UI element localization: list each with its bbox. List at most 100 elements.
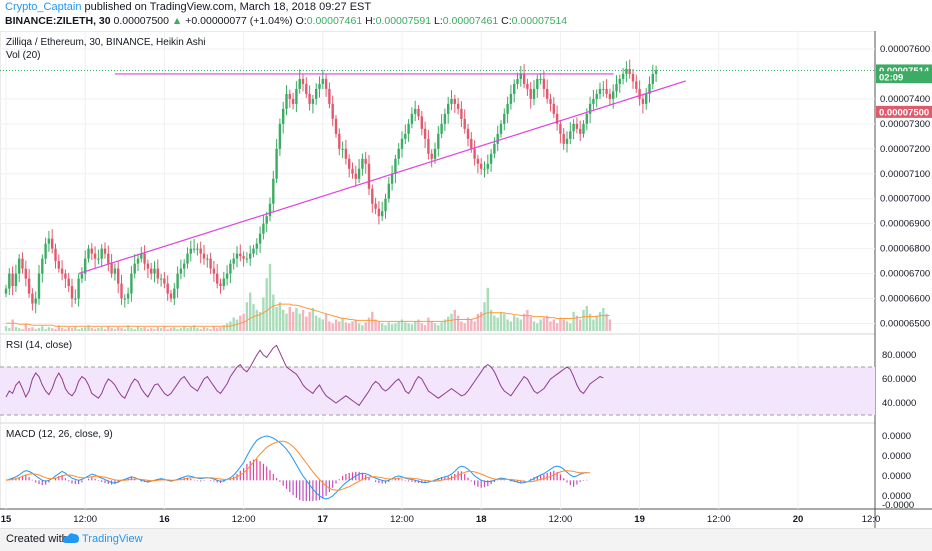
candle-body <box>84 258 87 274</box>
volume-bar <box>212 326 216 331</box>
volume-bar <box>295 307 298 331</box>
volume-bar <box>414 321 417 331</box>
volume-bar <box>136 326 140 331</box>
volume-bar <box>390 324 394 331</box>
volume-ma-line <box>6 303 610 327</box>
candle-body <box>57 261 60 269</box>
candle-body <box>341 148 344 150</box>
volume-bar <box>348 323 351 331</box>
volume-bar <box>110 328 113 331</box>
volume-bar <box>377 321 381 331</box>
volume-bar <box>186 328 189 331</box>
candle-body <box>249 253 252 259</box>
candle-body <box>559 123 562 134</box>
candle-body <box>120 283 123 299</box>
volume-bar <box>456 315 460 331</box>
candle-body <box>156 268 159 279</box>
candle-body <box>100 248 103 259</box>
candle-body <box>427 138 430 154</box>
volume-bar <box>97 328 100 331</box>
volume-bar <box>496 317 499 331</box>
volume-bar <box>103 329 107 331</box>
candle-body <box>126 293 130 299</box>
price-tick-label: 0.00006700 <box>880 269 930 280</box>
candle-body <box>159 278 163 280</box>
volume-bar <box>166 329 169 331</box>
volume-bar <box>219 327 222 331</box>
candle-body <box>110 263 113 274</box>
volume-bar <box>575 315 579 331</box>
volume-bar <box>100 327 103 331</box>
volume-bar <box>93 329 97 331</box>
price-tick-label: 0.00006900 <box>880 219 930 230</box>
volume-bar <box>206 328 209 331</box>
created-with-text: Created with <box>6 533 68 545</box>
candle-body <box>433 148 437 159</box>
volume-bar <box>265 278 268 331</box>
volume-bar <box>11 319 14 331</box>
volume-bar <box>407 323 410 331</box>
candle-body <box>509 93 513 104</box>
volume-bar <box>133 329 136 331</box>
candle-body <box>199 248 202 254</box>
volume-bar <box>18 328 21 331</box>
candle-body <box>315 88 318 99</box>
volume-bar <box>572 311 575 331</box>
candle-body <box>216 273 219 284</box>
volume-bar <box>113 329 117 331</box>
volume-bar <box>159 328 163 331</box>
candle-body <box>625 68 628 74</box>
candle-body <box>291 98 295 104</box>
candle-body <box>163 278 166 284</box>
candle-body <box>37 273 41 299</box>
time-tick-label: 12:00 <box>73 514 97 525</box>
volume-bar <box>176 329 179 331</box>
volume-bar <box>344 322 348 331</box>
volume-bar <box>252 304 255 331</box>
up-arrow-icon: ▲ <box>171 15 183 27</box>
candle-body <box>552 103 555 114</box>
time-tick-label: 18 <box>476 514 487 525</box>
volume-bar <box>216 328 219 331</box>
candle-body <box>443 113 447 124</box>
close-value: 0.00007514 <box>511 15 568 27</box>
tradingview-logo-icon[interactable] <box>62 532 80 546</box>
low-label: L: <box>434 15 443 27</box>
volume-bar <box>443 319 447 331</box>
volume-bar <box>470 319 473 331</box>
high-label: H: <box>365 15 376 27</box>
volume-bar <box>34 329 37 331</box>
macd-pane-title: MACD (12, 26, close, 9) <box>6 429 113 440</box>
author-link[interactable]: Crypto_Captain <box>5 1 82 13</box>
ohlc-header: BINANCE:ZILETH, 30 0.00007500 ▲ +0.00000… <box>5 15 567 27</box>
candle-body <box>635 81 638 89</box>
volume-bar <box>150 328 153 331</box>
volume-bar <box>156 327 159 331</box>
volume-bar <box>526 309 529 331</box>
candle-body <box>536 78 539 89</box>
chart-svg[interactable]: 0.00007600 0.00007400 0.00007300 0.00007200… <box>0 30 932 528</box>
volume-bar <box>371 311 374 331</box>
volume-bar <box>400 319 404 331</box>
price-tag-label: 0.00007500 <box>879 107 929 118</box>
volume-bar <box>546 315 549 331</box>
candle-body <box>572 123 575 132</box>
candle-body <box>397 148 400 159</box>
signal-line <box>5 440 591 491</box>
volume-bar <box>585 306 588 331</box>
candle-body <box>598 88 602 94</box>
open-label: O: <box>295 15 307 27</box>
time-tick-label: 17 <box>318 514 329 525</box>
volume-bar <box>341 317 344 331</box>
volume-bar <box>126 325 130 331</box>
price-tick-label: 0.00006600 <box>880 294 930 305</box>
candle-body <box>456 103 460 109</box>
candle-body <box>506 103 509 114</box>
volume-bar <box>57 325 60 331</box>
chart-area[interactable]: 0.00007600 0.00007400 0.00007300 0.00007200… <box>0 30 932 528</box>
volume-bar <box>173 327 176 331</box>
candle-body <box>301 78 305 84</box>
time-tick-label: 12:00 <box>390 514 414 525</box>
volume-bar <box>513 315 516 331</box>
tradingview-brand[interactable]: TradingView <box>82 533 143 545</box>
